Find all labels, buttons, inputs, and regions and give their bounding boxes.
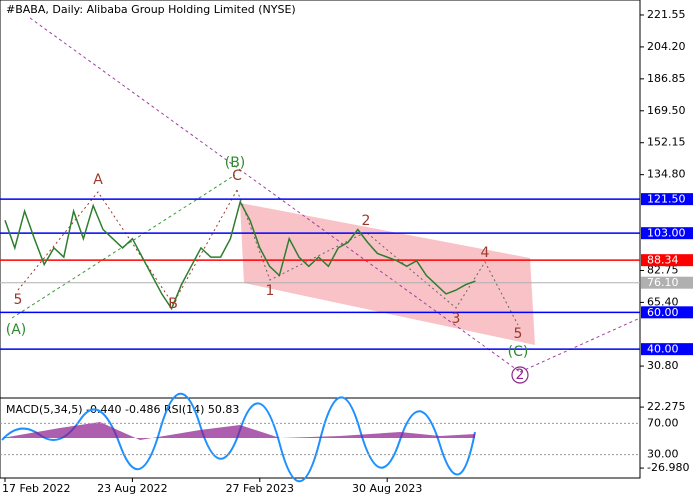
y-tick-label: 186.85: [647, 72, 686, 85]
y-tick-label: 30.80: [647, 359, 679, 372]
wave-label: C: [232, 168, 242, 184]
wave-label: (A): [6, 322, 27, 338]
level-label: 103.00: [647, 227, 686, 240]
chart-title: #BABA, Daily: Alibaba Group Holding Limi…: [6, 3, 296, 16]
level-box: [641, 343, 693, 356]
wave-label: 1: [266, 283, 275, 299]
wave-label: 4: [481, 245, 490, 261]
channel: [240, 203, 535, 345]
wave-label: B: [168, 296, 178, 312]
level-label: 88.34: [647, 254, 679, 267]
wave-label: 2: [362, 213, 371, 229]
wave-label: 5: [514, 326, 523, 342]
y-tick-label: 221.55: [647, 8, 686, 21]
trend-dashed: [519, 317, 641, 373]
level-box: [641, 193, 693, 206]
level-box: [641, 254, 693, 267]
macd-histogram: [2, 422, 475, 440]
wave-label: (B): [225, 155, 246, 171]
y-tick-label: 204.20: [647, 40, 686, 53]
macd-label: MACD(5,34,5) -0.440 -0.486 RSI(14) 50.83: [6, 403, 239, 416]
y-tick-label: 65.40: [647, 295, 679, 308]
trend-dashed: [29, 17, 521, 373]
x-tick-label: 30 Aug 2023: [352, 482, 422, 495]
x-tick-label: 23 Aug 2022: [97, 482, 167, 495]
level-label: 121.50: [647, 193, 686, 206]
y-tick-label: 134.80: [647, 168, 686, 181]
y-tick-label: 152.15: [647, 136, 686, 149]
wave-label: (C): [508, 344, 529, 360]
x-tick-label: 17 Feb 2022: [2, 482, 70, 495]
wave-label: A: [93, 172, 103, 188]
rsi-tick-label: 70.00: [647, 416, 679, 429]
wave-circle: [511, 366, 529, 384]
rsi-tick-label: 30.00: [647, 448, 679, 461]
macd-tick-label: -26.980: [647, 461, 689, 474]
wave-dotted: [17, 189, 238, 305]
level-box: [641, 306, 693, 319]
level-label: 40.00: [647, 343, 679, 356]
level-box: [641, 227, 693, 240]
y-tick-label: 169.50: [647, 104, 686, 117]
x-tick-label: 27 Feb 2023: [226, 482, 294, 495]
price-line: [4, 199, 476, 311]
level-label: 76.10: [647, 276, 679, 289]
level-box: [641, 276, 693, 289]
y-tick-label: 82.75: [647, 263, 679, 276]
wave-label: 5: [14, 292, 23, 308]
wave-label: 3: [452, 311, 461, 327]
level-label: 60.00: [647, 306, 679, 319]
wave-label: 2: [516, 367, 525, 383]
macd-tick-label: 22.275: [647, 400, 686, 413]
